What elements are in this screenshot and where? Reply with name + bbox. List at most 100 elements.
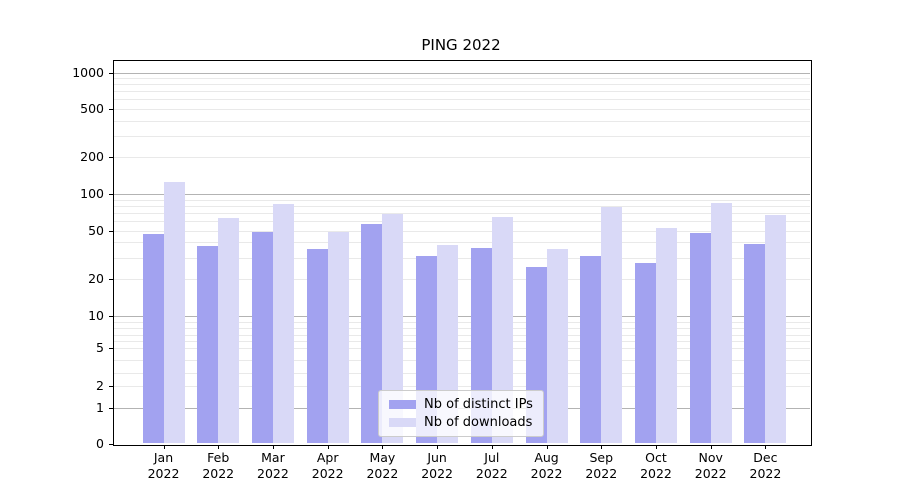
x-tick-mark bbox=[218, 444, 220, 449]
minor-gridline bbox=[113, 136, 810, 138]
legend-item-distinct-ips: Nb of distinct IPs bbox=[389, 397, 533, 412]
minor-gridline bbox=[113, 242, 810, 244]
x-tick-mark bbox=[546, 444, 548, 449]
x-tick-label: Feb 2022 bbox=[202, 449, 235, 481]
y-tick-label: 10 bbox=[88, 307, 104, 323]
x-tick-mark bbox=[327, 444, 329, 449]
x-tick-mark bbox=[655, 444, 657, 449]
x-tick-label: Jun 2022 bbox=[421, 449, 453, 481]
minor-gridline bbox=[113, 212, 810, 214]
minor-gridline bbox=[113, 84, 810, 86]
y-tick-mark bbox=[108, 386, 113, 387]
major-gridline bbox=[113, 315, 810, 317]
x-tick-mark bbox=[382, 444, 384, 449]
legend: Nb of distinct IPs Nb of downloads bbox=[378, 390, 544, 437]
minor-gridline bbox=[113, 99, 810, 101]
minor-gridline bbox=[113, 78, 810, 80]
bar-downloads-jul bbox=[491, 216, 513, 444]
x-tick-label: Dec 2022 bbox=[749, 449, 782, 481]
major-gridline bbox=[113, 194, 810, 195]
bar-downloads-dec bbox=[765, 215, 787, 444]
minor-gridline bbox=[113, 328, 810, 330]
x-tick-label: Sep 2022 bbox=[585, 449, 618, 481]
x-tick-label: Jan 2022 bbox=[147, 449, 180, 481]
y-tick-mark bbox=[108, 443, 113, 445]
x-tick-mark bbox=[437, 444, 439, 449]
x-tick-label: Apr 2022 bbox=[311, 449, 344, 481]
legend-label-downloads: Nb of downloads bbox=[424, 415, 533, 430]
bar-distinct-ips-dec bbox=[744, 243, 766, 444]
y-tick-label: 5 bbox=[96, 339, 104, 355]
y-tick-mark bbox=[108, 194, 113, 195]
x-tick-label: Nov 2022 bbox=[694, 449, 727, 481]
minor-gridline bbox=[113, 230, 810, 232]
bar-distinct-ips-sep bbox=[580, 255, 602, 444]
y-tick-mark bbox=[108, 230, 113, 232]
minor-gridline bbox=[113, 373, 810, 375]
minor-gridline bbox=[113, 360, 810, 362]
bar-downloads-sep bbox=[601, 207, 623, 444]
bar-distinct-ips-may bbox=[361, 223, 383, 444]
minor-gridline bbox=[113, 157, 810, 159]
x-tick-mark bbox=[710, 444, 712, 449]
x-tick-mark bbox=[272, 444, 274, 449]
minor-gridline bbox=[113, 91, 810, 93]
bar-downloads-mar bbox=[272, 204, 294, 444]
bar-downloads-nov bbox=[710, 202, 732, 444]
bar-downloads-feb bbox=[218, 218, 240, 444]
bar-distinct-ips-oct bbox=[634, 263, 656, 444]
x-tick-mark bbox=[765, 444, 767, 449]
x-tick-label: Mar 2022 bbox=[257, 449, 289, 481]
y-tick-mark bbox=[108, 109, 113, 111]
minor-gridline bbox=[113, 120, 810, 122]
legend-item-downloads: Nb of downloads bbox=[389, 415, 533, 430]
y-tick-label: 200 bbox=[80, 149, 104, 165]
minor-gridline bbox=[113, 205, 810, 207]
bar-downloads-jan bbox=[163, 182, 185, 444]
x-tick-label: May 2022 bbox=[366, 449, 399, 481]
y-tick-mark bbox=[108, 278, 113, 280]
y-tick-label: 1000 bbox=[72, 64, 104, 80]
x-tick-label: Jul 2022 bbox=[475, 449, 508, 481]
legend-swatch-distinct-ips bbox=[389, 400, 416, 409]
bar-distinct-ips-apr bbox=[306, 249, 328, 444]
y-tick-mark bbox=[108, 72, 113, 74]
minor-gridline bbox=[113, 386, 810, 387]
y-tick-mark bbox=[108, 407, 113, 409]
y-tick-label: 50 bbox=[88, 222, 104, 238]
minor-gridline bbox=[113, 257, 810, 259]
y-tick-label: 500 bbox=[80, 101, 104, 117]
legend-swatch-downloads bbox=[389, 418, 416, 427]
legend-label-distinct-ips: Nb of distinct IPs bbox=[424, 397, 533, 412]
y-tick-label: 2 bbox=[96, 378, 104, 393]
y-tick-label: 20 bbox=[88, 270, 104, 286]
x-tick-mark bbox=[163, 444, 165, 449]
y-tick-label: 1 bbox=[96, 399, 104, 415]
bar-distinct-ips-feb bbox=[197, 246, 219, 444]
major-gridline bbox=[113, 72, 810, 74]
minor-gridline bbox=[113, 109, 810, 111]
minor-gridline bbox=[113, 199, 810, 201]
bar-downloads-oct bbox=[655, 227, 677, 444]
bar-distinct-ips-jan bbox=[142, 233, 164, 444]
minor-gridline bbox=[113, 341, 810, 343]
bar-downloads-aug bbox=[546, 249, 568, 444]
y-tick-mark bbox=[108, 157, 113, 159]
y-tick-mark bbox=[108, 315, 113, 317]
bar-downloads-apr bbox=[327, 231, 349, 444]
minor-gridline bbox=[113, 321, 810, 323]
x-tick-label: Oct 2022 bbox=[640, 449, 672, 481]
minor-gridline bbox=[113, 347, 810, 349]
x-tick-label: Aug 2022 bbox=[530, 449, 563, 481]
y-tick-mark bbox=[108, 347, 113, 349]
x-tick-mark bbox=[491, 444, 493, 449]
bar-distinct-ips-mar bbox=[251, 231, 273, 444]
bar-downloads-may bbox=[382, 213, 404, 444]
chart-title: PING 2022 bbox=[421, 36, 501, 54]
minor-gridline bbox=[113, 334, 810, 336]
minor-gridline bbox=[113, 278, 810, 280]
x-tick-mark bbox=[601, 444, 603, 449]
y-tick-label: 0 bbox=[96, 435, 104, 451]
